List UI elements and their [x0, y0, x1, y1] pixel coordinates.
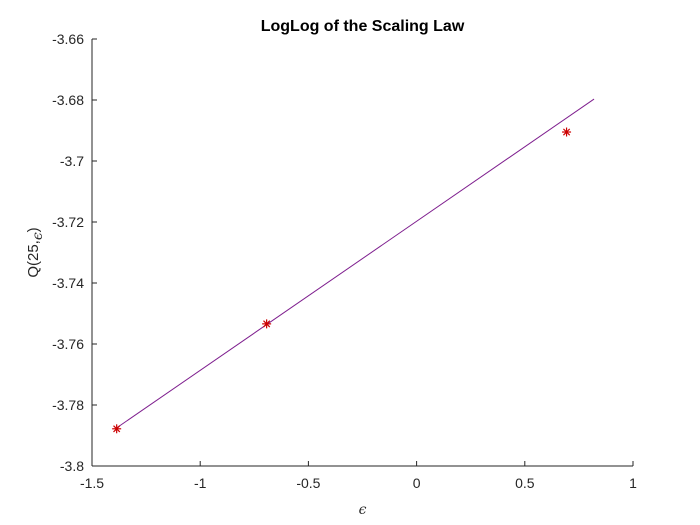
x-tick-label: 0 — [413, 475, 421, 491]
asterisk-stroke — [562, 128, 571, 136]
x-axis-ticks: -1.5 -1 -0.5 0 0.5 1 — [80, 461, 637, 491]
data-point-asterisk — [112, 424, 122, 434]
y-tick-label: -3.72 — [52, 214, 84, 230]
chart-title: LogLog of the Scaling Law — [261, 18, 465, 35]
y-tick-label: -3.76 — [52, 336, 84, 352]
x-axis-label: ϵ — [359, 502, 367, 518]
y-tick-label: -3.66 — [52, 31, 84, 47]
y-axis-label-main: Q(25, — [25, 240, 42, 278]
y-axis-label-close: ) — [25, 227, 42, 232]
y-tick-label: -3.7 — [60, 153, 84, 169]
x-tick-label: -0.5 — [296, 475, 320, 491]
x-tick-label: -1.5 — [80, 475, 104, 491]
x-tick-label: 1 — [629, 475, 637, 491]
plot-series — [112, 98, 595, 434]
y-tick-label: -3.74 — [52, 275, 84, 291]
y-axis-label: Q(25,ϵ) — [25, 227, 46, 277]
y-tick-label: -3.78 — [52, 397, 84, 413]
y-axis-ticks: -3.8 -3.78 -3.76 -3.74 -3.72 -3.7 -3.68 -3.66 — [52, 31, 97, 474]
asterisk-stroke — [263, 320, 271, 328]
y-axis-label-subscript: ϵ — [30, 232, 46, 240]
data-point-asterisk — [562, 127, 572, 137]
asterisk-stroke — [113, 425, 121, 433]
data-point-asterisk — [262, 319, 272, 329]
fit-line — [116, 98, 595, 429]
y-tick-label: -3.68 — [52, 92, 84, 108]
x-tick-label: -1 — [194, 475, 207, 491]
x-tick-label: 0.5 — [515, 475, 535, 491]
axes — [91, 39, 633, 467]
y-tick-label: -3.8 — [60, 458, 84, 474]
